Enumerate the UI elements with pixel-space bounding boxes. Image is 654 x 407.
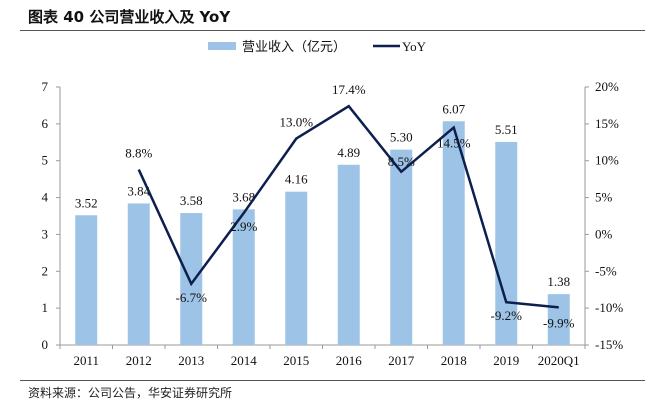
bar-label: 3.58: [180, 193, 203, 208]
bar-label: 3.84: [127, 183, 150, 198]
yoy-label: 17.4%: [332, 82, 366, 97]
yoy-label: -6.7%: [176, 290, 208, 305]
footer-divider: [20, 380, 645, 381]
left-tick-label: 4: [42, 190, 49, 205]
yoy-label: 8.8%: [125, 146, 152, 161]
bar-2016: [337, 164, 360, 345]
x-tick-label: 2011: [73, 353, 99, 368]
yoy-label: -9.2%: [491, 308, 523, 323]
bar-label: 4.16: [285, 172, 308, 187]
bar-label: 1.38: [547, 274, 570, 289]
left-tick-label: 1: [42, 300, 49, 315]
x-tick-label: 2013: [178, 353, 204, 368]
legend-bar-swatch: [208, 42, 236, 50]
left-tick-label: 0: [42, 337, 49, 352]
left-tick-label: 6: [42, 116, 49, 131]
x-tick-label: 2014: [231, 353, 258, 368]
bar-2012: [127, 203, 150, 345]
right-tick-label: 5%: [595, 190, 613, 205]
x-tick-label: 2018: [441, 353, 467, 368]
bar-label: 5.30: [390, 130, 413, 145]
bar-2011: [75, 215, 98, 345]
left-tick-label: 3: [42, 226, 49, 241]
right-tick-label: 0%: [595, 226, 613, 241]
right-tick-label: 15%: [595, 116, 619, 131]
bar-label: 4.89: [337, 145, 360, 160]
left-tick-label: 7: [42, 79, 49, 94]
x-tick-label: 2015: [283, 353, 309, 368]
bar-2014: [232, 209, 255, 345]
bar-2019: [495, 141, 518, 345]
right-tick-label: 20%: [595, 79, 619, 94]
bar-label: 3.68: [232, 189, 255, 204]
right-tick-label: -10%: [595, 300, 623, 315]
bar-2017: [390, 149, 413, 345]
right-tick-label: 10%: [595, 153, 619, 168]
chart-title: 图表 40 公司营业收入及 YoY: [28, 8, 231, 26]
bar-2018: [442, 121, 465, 345]
x-tick-label: 2020Q1: [538, 353, 580, 368]
right-tick-label: -15%: [595, 337, 623, 352]
title-divider: [20, 30, 645, 31]
bar-label: 5.51: [495, 122, 518, 137]
source-note: 资料来源：公司公告，华安证券研究所: [28, 386, 233, 400]
bar-2013: [180, 213, 203, 345]
x-tick-label: 2016: [336, 353, 363, 368]
yoy-label: 2.9%: [230, 219, 257, 234]
bar-2015: [285, 191, 308, 345]
yoy-label: 14.5%: [437, 136, 471, 151]
right-tick-label: -5%: [595, 263, 617, 278]
left-tick-label: 5: [42, 153, 49, 168]
left-tick-label: 2: [42, 263, 49, 278]
yoy-label: 13.0%: [279, 115, 313, 130]
legend-bar-label: 营业收入（亿元）: [242, 39, 346, 54]
legend-line-label: YoY: [402, 39, 427, 54]
yoy-label: -9.9%: [543, 315, 575, 330]
yoy-label: 8.5%: [388, 154, 415, 169]
bar-label: 6.07: [442, 101, 465, 116]
x-tick-label: 2012: [126, 353, 152, 368]
bar-label: 3.52: [75, 195, 98, 210]
x-tick-label: 2019: [493, 353, 519, 368]
yoy-line: [137, 104, 559, 309]
x-tick-label: 2017: [388, 353, 415, 368]
